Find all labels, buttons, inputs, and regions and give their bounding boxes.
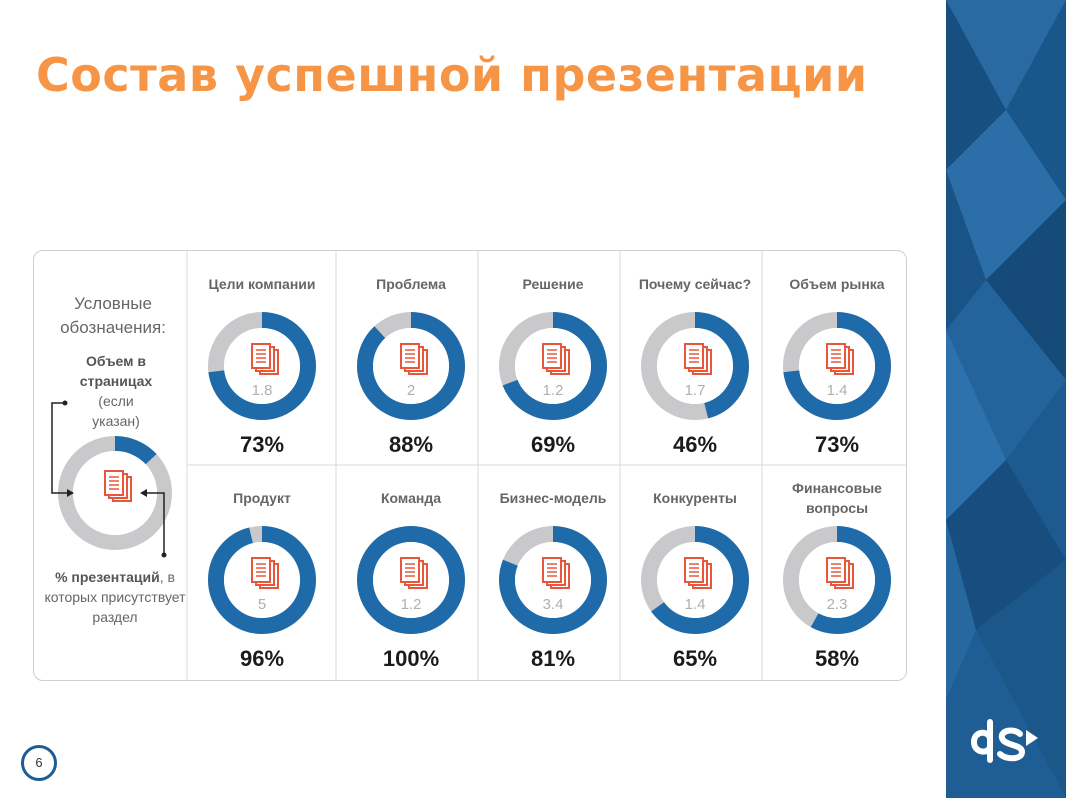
section-pages: 1.2 [400,596,422,613]
legend-pages-bold: Объем в страницах [79,353,153,389]
section-percent: 100% [382,646,440,671]
section-ring-arc [357,312,465,420]
document-icon [826,343,854,375]
section-cell: Продукт 5 96% [191,466,333,678]
donut-chart [499,312,607,420]
document-icon [104,470,132,502]
document-icon [400,557,428,589]
section-cell: Цели компании 1.8 73% [191,252,333,464]
section-percent: 73% [814,432,860,457]
document-icon [542,343,570,375]
legend-pages-label: Объем в страницах (если указан) [76,351,156,431]
section-ring-arc [357,526,465,634]
document-icon [684,343,712,375]
section-percent: 46% [672,432,718,457]
legend-pct-bold: % презентаций [55,569,160,585]
donut-chart [208,526,316,634]
section-cell: Проблема 2 88% [340,252,482,464]
grid-lines [186,251,906,680]
section-percent: 73% [239,432,285,457]
section-pages: 1.8 [251,382,273,399]
document-icon [684,557,712,589]
section-ring-arc [783,312,891,420]
section-cell: Бизнес-модель 3.4 81% [482,466,624,678]
sections-panel [33,250,907,681]
legend-pct-label: % презентаций, в которых присутствует ра… [40,567,190,627]
section-cell: Команда 1.2 100% [340,466,482,678]
section-label: Объем рынка [789,276,885,292]
document-icon [542,557,570,589]
section-cell: Конкуренты 1.4 65% [624,466,766,678]
section-cell: Объем рынка 1.4 73% [766,252,908,464]
section-ring-arc [641,526,749,634]
legend-title: Условные обозначения: [60,294,166,337]
section-label: Почему сейчас? [638,276,752,292]
section-label: Цели компании [208,276,316,292]
section-pages: 5 [257,596,267,613]
donut-chart [357,526,465,634]
donut-chart [357,312,465,420]
legend-arrow-pages [51,402,70,494]
page-number: 6 [21,745,57,781]
section-label: Решение [522,276,584,292]
section-pages: 2 [406,382,416,399]
donut-chart [641,312,749,420]
side-decor-band [946,0,1066,798]
section-pages: 2.3 [826,596,848,613]
section-cell: Почему сейчас? 1.7 46% [624,252,766,464]
section-percent: 65% [672,646,718,671]
legend-pages-rest: (если указан) [92,393,140,429]
slide-title: Состав успешной презентации [36,48,868,102]
section-pages: 1.4 [684,596,706,613]
ds-logo [970,710,1042,775]
section-label: Продукт [233,490,291,506]
section-label: Бизнес-модель [499,490,607,506]
section-ring-arc [208,526,316,634]
section-label: Команда [381,490,441,506]
section-label: Проблема [376,276,446,292]
document-icon [826,557,854,589]
donut-chart [499,526,607,634]
section-percent: 88% [388,432,434,457]
section-ring-arc [499,312,607,420]
section-pages: 1.2 [542,382,564,399]
section-cell: Финансовые вопросы 2.3 58% [766,466,908,678]
section-pages: 3.4 [542,596,564,613]
donut-chart [208,312,316,420]
donut-chart [641,526,749,634]
section-percent: 58% [814,646,860,671]
document-icon [400,343,428,375]
section-percent: 96% [239,646,285,671]
document-icon [251,557,279,589]
section-ring-arc [208,312,316,420]
document-icon [251,343,279,375]
section-pages: 1.7 [684,382,706,399]
section-label: Финансовые вопросы [792,480,882,516]
section-percent: 69% [530,432,576,457]
donut-chart [783,526,891,634]
section-cell: Решение 1.2 69% [482,252,624,464]
legend-arrow-pct [144,492,165,555]
section-percent: 81% [530,646,576,671]
section-ring-arc [641,312,749,420]
section-ring-arc [499,526,607,634]
donut-chart [783,312,891,420]
legend-ring-arc [58,436,172,550]
section-ring-arc [783,526,891,634]
section-label: Конкуренты [653,490,737,506]
legend-diagram [51,400,172,558]
legend-pct-rest: , в которых присутствует раздел [44,569,186,625]
section-pages: 1.4 [826,382,848,399]
